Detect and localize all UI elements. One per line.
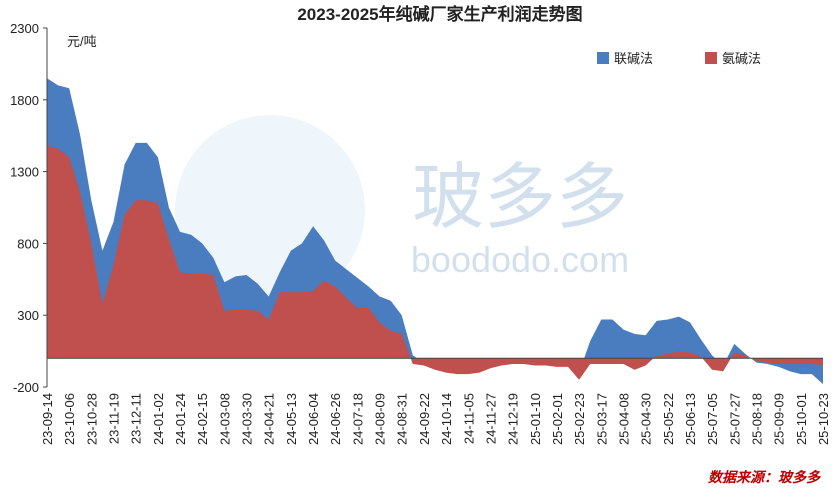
legend-label: 联碱法 — [614, 51, 653, 66]
x-tick-label: 25-07-05 — [705, 393, 720, 445]
x-tick-label: 25-08-18 — [749, 393, 764, 445]
x-tick-label: 25-10-23 — [816, 393, 831, 445]
x-tick-label: 24-06-26 — [328, 393, 343, 445]
x-tick-label: 24-01-24 — [173, 393, 188, 445]
x-tick-label: 23-10-06 — [62, 393, 77, 445]
x-tick-label: 24-03-08 — [217, 393, 232, 445]
area — [47, 78, 823, 385]
x-tick-label: 25-10-01 — [794, 393, 809, 445]
y-tick-label: -200 — [13, 380, 39, 395]
x-tick-label: 23-11-19 — [107, 393, 122, 444]
x-tick-label: 25-04-08 — [616, 393, 631, 445]
x-tick-label: 25-07-27 — [727, 393, 742, 445]
x-tick-label: 23-09-14 — [40, 393, 55, 445]
y-tick-label: 1300 — [10, 165, 39, 180]
x-tick-label: 24-08-31 — [395, 393, 410, 445]
area — [47, 145, 823, 380]
x-tick-label: 24-09-22 — [417, 393, 432, 445]
watermark: 玻多多 boododo.com — [175, 115, 629, 305]
x-tick-label: 24-04-21 — [262, 393, 277, 445]
x-tick-label: 25-06-13 — [683, 393, 698, 445]
chart-title: 2023-2025年纯碱厂家生产利润走势图 — [297, 4, 582, 24]
legend-swatch — [597, 52, 609, 64]
watermark-text: 玻多多 — [412, 158, 628, 238]
x-tick-label: 24-02-15 — [195, 393, 210, 445]
x-tick-label: 24-03-30 — [240, 393, 255, 445]
y-tick-label: 2300 — [10, 21, 39, 36]
unit-label: 元/吨 — [67, 34, 97, 49]
x-tick-label: 24-11-27 — [483, 393, 498, 444]
x-tick-label: 23-10-28 — [84, 393, 99, 445]
x-tick-label: 24-05-13 — [284, 393, 299, 445]
y-tick-label: 300 — [17, 308, 39, 323]
x-tick-label: 24-12-19 — [506, 393, 521, 445]
source-note: 数据来源：玻多多 — [708, 469, 821, 485]
x-tick-label: 24-07-18 — [350, 393, 365, 445]
y-tick-label: 1800 — [10, 93, 39, 108]
x-tick-label: 25-03-17 — [594, 393, 609, 445]
x-tick-label: 25-04-30 — [639, 393, 654, 445]
x-tick-label: 25-05-22 — [661, 393, 676, 445]
x-tick-label: 24-01-02 — [151, 393, 166, 445]
x-tick-label: 24-06-04 — [306, 393, 321, 445]
x-tick-label: 25-01-10 — [528, 393, 543, 445]
legend-swatch — [705, 52, 717, 64]
x-tick-label: 25-02-01 — [550, 393, 565, 445]
legend-label: 氨碱法 — [722, 51, 761, 66]
x-tick-label: 25-02-23 — [572, 393, 587, 445]
x-tick-label: 25-09-09 — [772, 393, 787, 445]
x-tick-label: 23-12-11 — [129, 393, 144, 444]
x-tick-label: 24-10-14 — [439, 393, 454, 445]
y-tick-label: 800 — [17, 236, 39, 251]
x-tick-label: 24-08-09 — [373, 393, 388, 445]
watermark-url: boododo.com — [411, 239, 629, 280]
x-tick-label: 24-11-05 — [461, 393, 476, 444]
